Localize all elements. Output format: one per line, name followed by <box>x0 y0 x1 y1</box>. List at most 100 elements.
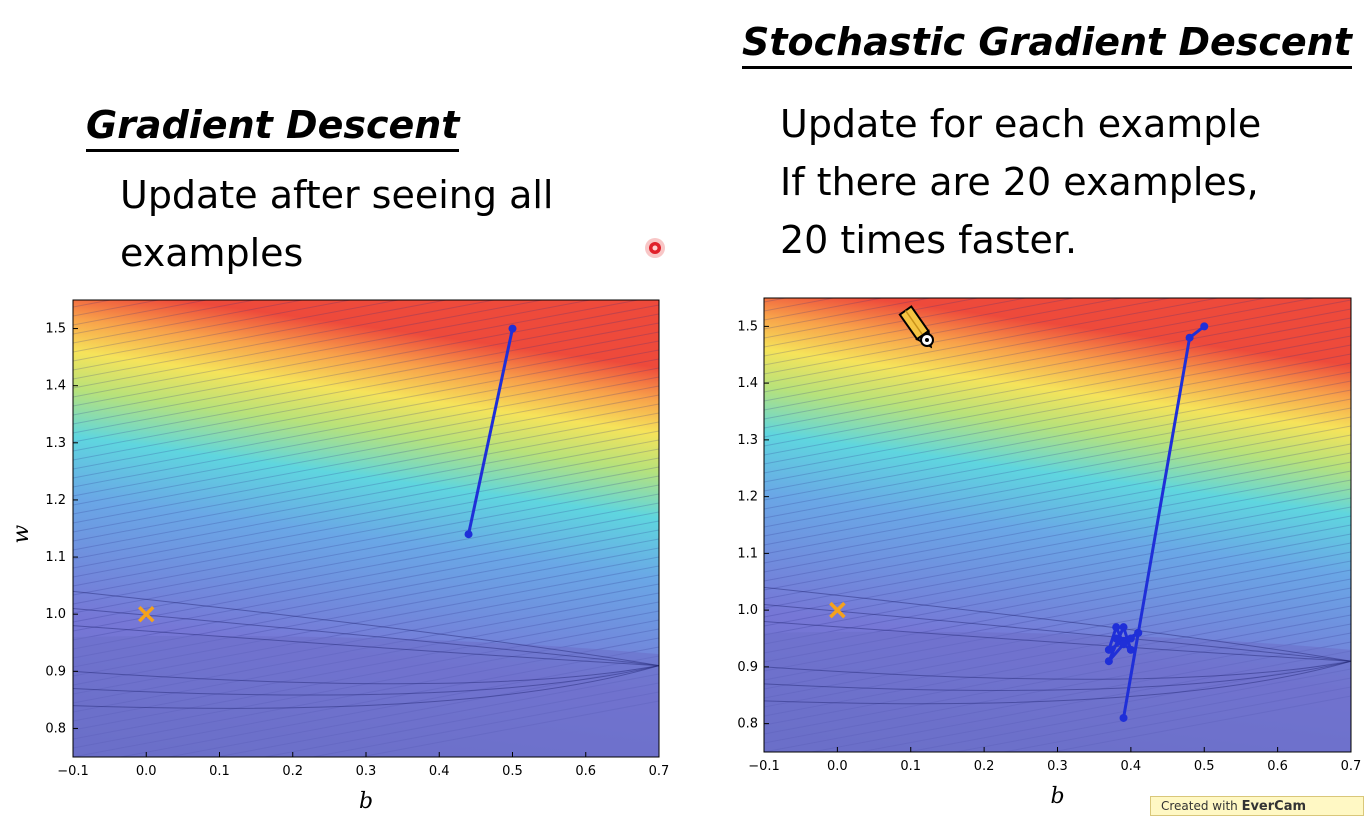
contour-line <box>764 416 1351 528</box>
descent-point <box>1119 623 1128 632</box>
target-marker-stroke <box>138 605 155 623</box>
y-tick-label: 1.1 <box>737 546 758 561</box>
contour-line <box>764 298 1173 375</box>
contour-line <box>73 179 659 289</box>
contour-line <box>73 430 659 542</box>
contour-line <box>73 300 401 362</box>
ellipse-contour <box>73 590 659 709</box>
contour-line <box>764 524 1351 636</box>
contour-line <box>764 156 1351 266</box>
flat-region <box>73 635 659 757</box>
contour-line <box>73 358 659 470</box>
sgd-line-2: If there are 20 examples, <box>780 160 1259 204</box>
x-tick-label: 0.5 <box>502 764 523 779</box>
contour-line <box>764 479 1351 591</box>
contour-line <box>73 304 659 416</box>
contour-line <box>764 434 1351 546</box>
y-tick-label: 1.2 <box>737 490 758 505</box>
descent-point <box>1126 645 1135 654</box>
y-tick-label: 1.3 <box>45 436 66 451</box>
contour-line <box>764 335 1351 447</box>
contour-line <box>764 488 1351 600</box>
descent-point <box>1104 657 1113 666</box>
contour-line <box>764 317 1351 429</box>
contour-line <box>764 506 1351 618</box>
contour-line <box>764 298 981 339</box>
contour-line <box>73 475 659 587</box>
x-tick-label: 0.1 <box>900 759 921 774</box>
descent-point <box>1134 628 1143 637</box>
y-tick-label: 0.8 <box>737 717 758 732</box>
descent-point <box>1112 623 1121 632</box>
contour-line <box>73 376 659 488</box>
contour-line <box>764 298 1221 384</box>
contour-line <box>73 520 659 632</box>
contour-line <box>73 170 659 280</box>
descent-point <box>1126 634 1135 643</box>
sgd-chart: −0.1 0.0 0.1 0.2 0.3 0.4 0.5 0.6 0.7 0.8 0.9 1.0 1.1… <box>737 120 1361 809</box>
watermark-brand: EverCam <box>1241 799 1307 814</box>
contour-line <box>764 183 1351 293</box>
contour-line <box>764 298 885 321</box>
contour-line <box>764 452 1351 564</box>
ellipse-contour <box>764 603 1351 691</box>
contour-line <box>764 298 1317 402</box>
x-tick-label: −0.1 <box>748 759 780 774</box>
target-marker-stroke <box>829 601 846 619</box>
contour-line <box>764 470 1351 582</box>
x-tick-label: 0.0 <box>827 759 848 774</box>
contour-line <box>764 461 1351 573</box>
contour-line <box>73 300 114 308</box>
contour-line <box>73 300 449 371</box>
ellipse-contour <box>764 586 1351 705</box>
contour-line <box>764 353 1351 465</box>
contour-line <box>764 389 1351 501</box>
contour-line <box>73 161 659 271</box>
y-tick-label: 1.5 <box>45 322 66 337</box>
contour-line <box>764 129 1351 239</box>
contour-line <box>764 147 1351 257</box>
contour-line <box>73 331 659 443</box>
descent-point <box>508 324 517 333</box>
red-recording-dot-icon <box>645 238 665 258</box>
loss-contour-background <box>764 120 1351 752</box>
contour-line <box>73 300 209 326</box>
sgd-description: Update for each example If there are 20 … <box>780 95 1261 269</box>
contour-line <box>73 385 659 497</box>
contour-line <box>764 362 1351 474</box>
x-axis-label: b <box>359 789 373 813</box>
contour-line <box>73 188 659 298</box>
contour-line <box>73 300 641 407</box>
x-tick-label: −0.1 <box>57 764 89 779</box>
x-tick-label: 0.3 <box>356 764 377 779</box>
ellipse-contour <box>764 620 1351 680</box>
y-tick-label: 1.0 <box>45 607 66 622</box>
contour-line <box>73 300 353 353</box>
gradient-descent-description: Update after seeing all examples <box>120 166 553 282</box>
y-tick-label: 0.8 <box>45 721 66 736</box>
pencil-cursor-icon <box>898 305 934 349</box>
contour-line <box>73 529 659 641</box>
y-tick-label: 0.9 <box>737 660 758 675</box>
y-tick-label: 1.4 <box>737 376 758 391</box>
x-tick-label: 0.7 <box>649 764 670 779</box>
contour-line <box>764 120 1351 230</box>
contour-line <box>73 143 659 253</box>
contour-line <box>764 344 1351 456</box>
contour-line <box>73 466 659 578</box>
y-tick-label: 1.1 <box>45 550 66 565</box>
contour-line <box>73 448 659 560</box>
contour-line <box>764 298 837 312</box>
contour-line <box>764 515 1351 627</box>
x-axis-label: b <box>1050 784 1064 809</box>
contour-line <box>73 300 257 335</box>
contour-line <box>764 533 1351 645</box>
x-tick-label: 0.4 <box>429 764 450 779</box>
evercam-watermark: Created with EverCam <box>1150 796 1364 816</box>
y-tick-label: 0.9 <box>45 664 66 679</box>
x-tick-label: 0.1 <box>209 764 230 779</box>
descent-path <box>467 328 514 535</box>
contour-line <box>764 443 1351 555</box>
descent-point <box>1185 333 1194 342</box>
